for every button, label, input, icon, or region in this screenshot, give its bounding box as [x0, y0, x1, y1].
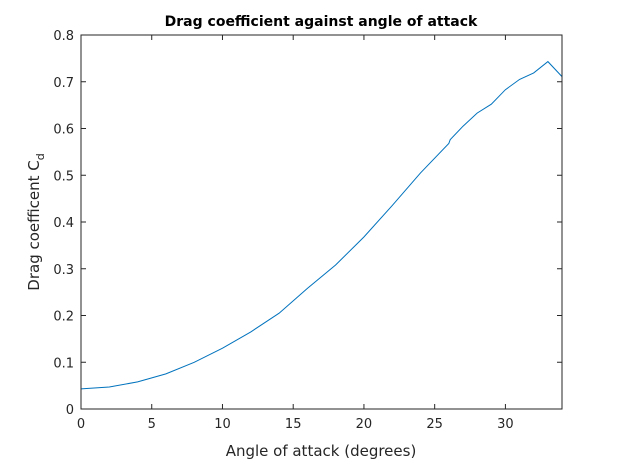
- x-tick-label: 0: [77, 417, 85, 432]
- x-tick-label: 10: [214, 417, 231, 432]
- chart-title: Drag coefficient against angle of attack: [165, 14, 478, 30]
- y-tick-label: 0.1: [53, 356, 74, 371]
- y-tick-label: 0: [66, 403, 74, 418]
- x-tick-label: 30: [497, 417, 514, 432]
- y-tick-label: 0.3: [53, 263, 74, 278]
- ticks-layer: 0 5 10 15 20 25 30 0 0.1 0.2 0.3 0.4 0.5 0.6 0.7 0.8: [53, 29, 562, 432]
- x-tick-label: 20: [356, 417, 373, 432]
- y-tick-label: 0.2: [53, 310, 74, 325]
- x-tick-label: 25: [426, 417, 443, 432]
- y-tick-label: 0.8: [53, 29, 74, 44]
- y-tick-label: 0.5: [53, 169, 74, 184]
- x-tick-label: 15: [285, 417, 302, 432]
- x-axis-label: Angle of attack (degrees): [226, 442, 417, 460]
- x-tick-label: 5: [148, 417, 156, 432]
- y-axis-label: Drag coefficent Cd: [25, 153, 47, 290]
- y-tick-label: 0.6: [53, 123, 74, 138]
- axes-box: [80, 34, 563, 410]
- series-layer: [80, 60, 563, 390]
- y-axis-label-text: Drag coefficent C: [25, 160, 43, 290]
- series-line: [80, 60, 563, 390]
- y-axis-label-subscript: d: [34, 153, 47, 160]
- y-tick-label: 0.4: [53, 216, 74, 231]
- y-tick-label: 0.7: [53, 76, 74, 91]
- plot-area: [81, 35, 562, 409]
